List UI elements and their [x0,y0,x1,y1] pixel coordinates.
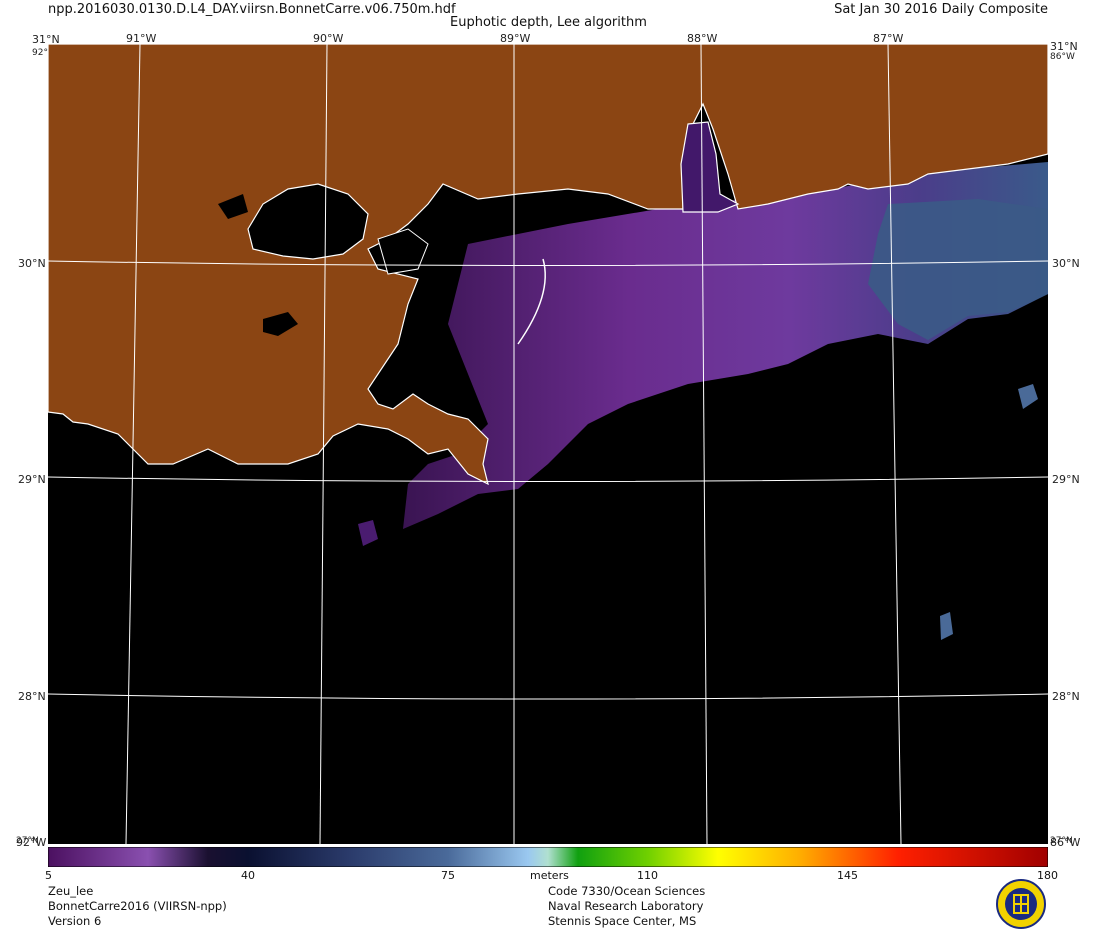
clear-water-patch-small-2 [940,612,953,640]
clear-water-patch [868,199,1048,340]
lake-small-2 [218,194,248,219]
lon-label-89w: 89°W [500,32,531,45]
lat-label-30n-left: 30°N [18,257,46,270]
colorbar-tick-75: 75 [441,869,455,882]
lon-label-88w: 88°W [687,32,718,45]
plume-patch [358,520,378,546]
lat-label-30n-right: 30°N [1052,257,1080,270]
corner-lat-top-right: 31°N [1050,40,1078,53]
euphotic-depth-map[interactable] [48,44,1048,844]
nrl-seal-icon [996,879,1046,929]
colorbar-tick-145: 145 [837,869,858,882]
filename-label: npp.2016030.0130.D.L4_DAY.viirsn.BonnetC… [48,2,456,17]
lat-label-29n-right: 29°N [1052,473,1080,486]
corner-lat-top-left: 31°N [32,33,60,46]
clear-water-patch-small [1018,384,1038,409]
org-code: Code 7330/Ocean Sciences [548,884,706,898]
land-mass [48,44,1048,486]
lake-pontchartrain [247,183,369,260]
colorbar-tick-180: 180 [1037,869,1058,882]
colorbar-tick-110: 110 [637,869,658,882]
lat-label-28n-right: 28°N [1052,690,1080,703]
map-canvas [48,44,1048,844]
colorbar-tick-40: 40 [241,869,255,882]
org-location: Stennis Space Center, MS [548,914,697,928]
corner-lat-bottom-right: 27°N [1050,836,1073,846]
lat-label-28n-left: 28°N [18,690,46,703]
graticule [48,44,1048,844]
org-name: Naval Research Laboratory [548,899,704,913]
corner-lon-top-left: 92°W [32,48,57,58]
corner-lon-bottom-left: 92°W [16,836,47,849]
mobile-bay [680,121,740,213]
corner-lat-bottom-left: 27°N [16,836,39,846]
product-name: Zeu_lee [48,884,94,898]
lake-small [263,312,298,336]
corner-lon-top-right: 86°W [1050,52,1075,62]
map-title: Euphotic depth, Lee algorithm [450,15,647,30]
colorbar-unit: meters [530,869,569,882]
lat-label-29n-left: 29°N [18,473,46,486]
date-label: Sat Jan 30 2016 Daily Composite [834,2,1048,17]
colorbar-tick-5: 5 [45,869,52,882]
lon-label-87w: 87°W [873,32,904,45]
corner-lon-bottom-right: 86°W [1050,836,1081,849]
chandeleur-islands [517,258,546,345]
version-label: Version 6 [48,914,102,928]
dataset-name: BonnetCarre2016 (VIIRSN-npp) [48,899,227,913]
lon-label-90w: 90°W [313,32,344,45]
lake-borgne [377,228,429,275]
lon-label-91w: 91°W [126,32,157,45]
colorbar [47,846,1049,868]
